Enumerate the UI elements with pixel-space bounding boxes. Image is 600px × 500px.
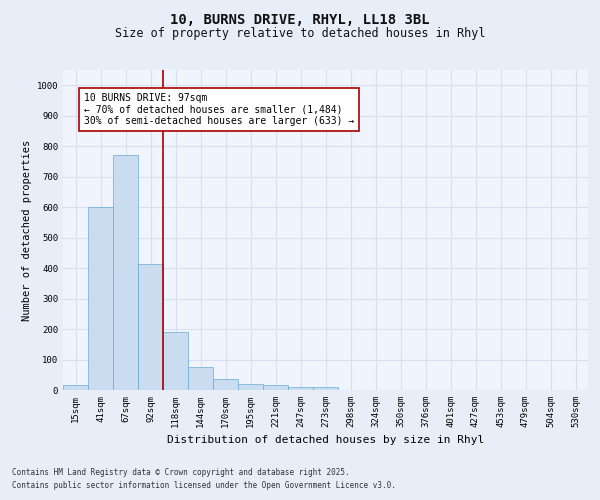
Bar bbox=[63, 386, 88, 390]
Bar bbox=[313, 387, 338, 390]
Bar bbox=[138, 264, 163, 390]
Bar bbox=[238, 384, 263, 390]
Text: Size of property relative to detached houses in Rhyl: Size of property relative to detached ho… bbox=[115, 26, 485, 40]
Bar bbox=[113, 156, 138, 390]
Bar bbox=[88, 207, 113, 390]
Bar bbox=[288, 387, 313, 390]
Bar bbox=[213, 380, 238, 390]
Bar bbox=[188, 367, 213, 390]
Bar bbox=[163, 332, 188, 390]
Text: Contains HM Land Registry data © Crown copyright and database right 2025.: Contains HM Land Registry data © Crown c… bbox=[12, 468, 350, 477]
Text: Contains public sector information licensed under the Open Government Licence v3: Contains public sector information licen… bbox=[12, 482, 396, 490]
Bar bbox=[263, 386, 288, 390]
Text: 10 BURNS DRIVE: 97sqm
← 70% of detached houses are smaller (1,484)
30% of semi-d: 10 BURNS DRIVE: 97sqm ← 70% of detached … bbox=[84, 93, 355, 126]
Y-axis label: Number of detached properties: Number of detached properties bbox=[22, 140, 32, 320]
Text: 10, BURNS DRIVE, RHYL, LL18 3BL: 10, BURNS DRIVE, RHYL, LL18 3BL bbox=[170, 13, 430, 27]
X-axis label: Distribution of detached houses by size in Rhyl: Distribution of detached houses by size … bbox=[167, 436, 484, 446]
